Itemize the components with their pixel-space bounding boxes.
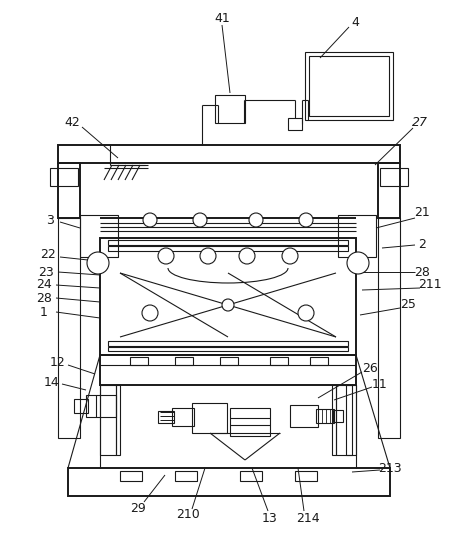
Bar — [240, 471, 262, 481]
Bar — [336, 385, 352, 455]
Circle shape — [143, 213, 157, 227]
Text: 210: 210 — [176, 509, 200, 522]
Bar — [68, 468, 390, 496]
Text: 14: 14 — [44, 376, 60, 389]
Bar — [333, 410, 343, 422]
Bar — [192, 403, 227, 433]
Text: 11: 11 — [372, 377, 388, 391]
Bar — [120, 471, 142, 481]
Text: 26: 26 — [362, 362, 378, 375]
Bar — [172, 408, 194, 426]
Bar — [295, 471, 317, 481]
Text: 1: 1 — [40, 306, 48, 319]
Circle shape — [249, 213, 263, 227]
Bar — [378, 218, 400, 438]
Text: 211: 211 — [418, 278, 442, 291]
Bar — [270, 357, 288, 365]
Bar — [215, 95, 245, 123]
Bar — [86, 395, 116, 417]
Bar — [175, 471, 197, 481]
Circle shape — [158, 248, 174, 264]
Circle shape — [299, 213, 313, 227]
Bar — [175, 357, 193, 365]
Bar — [346, 385, 356, 455]
Text: 213: 213 — [378, 462, 402, 475]
Bar — [58, 163, 80, 218]
Bar — [158, 411, 174, 423]
Text: 27: 27 — [412, 116, 428, 129]
Bar — [332, 385, 336, 455]
Bar — [108, 246, 348, 251]
Circle shape — [142, 305, 158, 321]
Circle shape — [87, 252, 109, 274]
Text: 42: 42 — [64, 116, 80, 129]
Bar — [100, 385, 116, 455]
Bar — [305, 52, 393, 120]
Bar — [108, 341, 348, 346]
Bar — [288, 118, 302, 130]
Bar — [316, 409, 334, 423]
Text: 13: 13 — [262, 511, 278, 524]
Text: 28: 28 — [414, 266, 430, 278]
Bar — [50, 168, 78, 186]
Text: 24: 24 — [36, 278, 52, 291]
Text: 12: 12 — [50, 356, 66, 368]
Text: 22: 22 — [40, 249, 56, 262]
Bar — [58, 145, 400, 163]
Text: 25: 25 — [400, 299, 416, 311]
Circle shape — [282, 248, 298, 264]
Bar — [380, 168, 408, 186]
Circle shape — [222, 299, 234, 311]
Text: 21: 21 — [414, 206, 430, 220]
Bar — [338, 215, 376, 257]
Text: 2: 2 — [418, 239, 426, 252]
Bar — [80, 215, 118, 257]
Text: 29: 29 — [130, 501, 146, 514]
Text: 3: 3 — [46, 214, 54, 226]
Bar — [309, 56, 389, 116]
Bar — [230, 408, 270, 436]
Circle shape — [193, 213, 207, 227]
Bar — [74, 399, 88, 413]
Bar — [220, 357, 238, 365]
Circle shape — [200, 248, 216, 264]
Bar — [290, 405, 318, 427]
Circle shape — [347, 252, 369, 274]
Text: 214: 214 — [296, 511, 320, 524]
Text: 23: 23 — [38, 266, 54, 278]
Bar — [130, 357, 148, 365]
Text: 28: 28 — [36, 291, 52, 305]
Circle shape — [298, 305, 314, 321]
Text: 41: 41 — [214, 12, 230, 25]
Bar — [100, 355, 356, 385]
Bar — [108, 347, 348, 351]
Bar — [58, 218, 80, 438]
Bar — [310, 357, 328, 365]
Bar — [108, 240, 348, 245]
Bar — [378, 163, 400, 218]
Bar — [116, 385, 120, 455]
Circle shape — [239, 248, 255, 264]
Bar — [100, 238, 356, 355]
Text: 4: 4 — [351, 16, 359, 29]
